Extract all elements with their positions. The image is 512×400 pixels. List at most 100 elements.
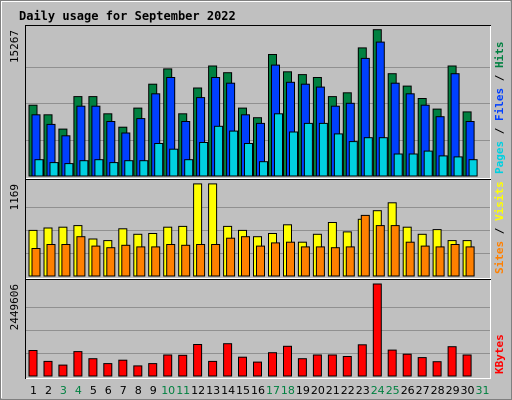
side-legend: Pages / Files / Hits [493, 42, 506, 175]
sites-bar [226, 237, 236, 277]
panel-2: 1169 Sites / Visits [8, 179, 506, 279]
x-tick-label: 15 [236, 384, 250, 397]
sites-bar [345, 246, 355, 277]
sites-bar [286, 241, 295, 277]
kbytes-bar [462, 354, 472, 377]
pages-bar [378, 137, 388, 177]
y-axis-max-label: 1169 [8, 184, 21, 211]
pages-bar [124, 160, 134, 177]
sites-bar [420, 245, 430, 277]
pages-bar [154, 143, 164, 177]
x-tick-label: 12 [191, 384, 205, 397]
kbytes-bar [118, 359, 128, 377]
sites-bar [465, 246, 475, 277]
x-tick-label: 4 [75, 384, 82, 397]
kbytes-bar [163, 354, 173, 377]
kbytes-bar [238, 356, 247, 377]
x-tick-label: 7 [120, 384, 127, 397]
x-tick-label: 31 [476, 384, 490, 397]
chart-panels: 15267 Pages / Files / Hits 1169 Sites / Vis… [8, 25, 506, 379]
x-tick-label: 8 [135, 384, 142, 397]
sites-bar [31, 248, 41, 277]
x-tick-label: 26 [401, 384, 415, 397]
x-tick-label: 14 [221, 384, 235, 397]
side-legend-item: KBytes [493, 334, 506, 374]
pages-bar [393, 153, 403, 177]
x-tick-label: 23 [356, 384, 370, 397]
kbytes-bar [357, 344, 367, 377]
pages-bar [229, 130, 239, 177]
kbytes-bar [447, 346, 457, 377]
kbytes-bar [253, 361, 262, 377]
side-legend-item: / [493, 221, 506, 241]
kbytes-bar [342, 356, 352, 377]
pages-bar [303, 122, 313, 177]
pages-bar [34, 159, 44, 177]
sites-bar [256, 245, 265, 277]
sites-bar [300, 246, 310, 277]
pages-bar [244, 143, 253, 177]
panel-3: 2449606 KBytes [8, 279, 506, 379]
sites-bar [106, 247, 116, 277]
kbytes-bar [133, 365, 143, 377]
pages-bar [214, 125, 224, 177]
panel-1: 15267 Pages / Files / Hits [8, 25, 506, 179]
x-tick-label: 11 [176, 384, 190, 397]
pages-bar [79, 160, 89, 177]
kbytes-bar [193, 344, 203, 377]
sites-bar [435, 246, 445, 277]
y-axis-max-label: 2449606 [8, 284, 21, 330]
pages-bar [199, 142, 209, 177]
pages-bar [318, 122, 328, 177]
x-axis-labels: 1 2 3 4 5 6 7 8 9 10 11 12 13 14 15 16 17 18 19 20 21 22 23 24 2… [30, 384, 490, 397]
kbytes-bar [43, 360, 53, 377]
pages-bar [139, 160, 149, 177]
kbytes-bar [73, 351, 83, 377]
kbytes-bar [297, 358, 307, 377]
pages-bar [109, 162, 119, 177]
sites-bar [330, 247, 340, 277]
kbytes-bar [402, 353, 412, 377]
sites-bar [61, 244, 71, 277]
sites-bar [315, 246, 325, 277]
sites-bar [151, 246, 161, 277]
x-tick-label: 1 [30, 384, 37, 397]
pages-bar [363, 137, 373, 177]
x-tick-label: 22 [341, 384, 355, 397]
pages-bar [289, 131, 298, 177]
kbytes-bar [372, 283, 382, 377]
x-tick-label: 5 [90, 384, 97, 397]
side-legend-item: Pages [493, 141, 506, 174]
x-tick-label: 25 [386, 384, 400, 397]
pages-bar [453, 156, 463, 177]
pages-bar [274, 113, 283, 177]
sites-bar [375, 225, 385, 277]
x-tick-label: 10 [161, 384, 175, 397]
x-tick-label: 18 [281, 384, 295, 397]
x-tick-label: 24 [371, 384, 385, 397]
x-tick-label: 3 [60, 384, 67, 397]
kbytes-bar [208, 360, 218, 377]
kbytes-bar [268, 352, 277, 377]
sites-bar [166, 244, 176, 277]
sites-bar [196, 244, 206, 277]
kbytes-bar [58, 364, 68, 377]
pages-bar [169, 148, 179, 177]
kbytes-bar [432, 361, 442, 377]
pages-bar [423, 150, 433, 177]
x-tick-label: 21 [326, 384, 340, 397]
kbytes-bar [417, 357, 427, 377]
x-tick-label: 6 [105, 384, 112, 397]
pages-bar [348, 141, 358, 177]
sites-bar [450, 244, 460, 277]
sites-bar [241, 236, 250, 277]
kbytes-bar [283, 345, 292, 377]
pages-bar [408, 153, 418, 177]
side-legend-item: Sites [493, 241, 506, 274]
kbytes-bar [387, 349, 397, 377]
kbytes-bar [103, 363, 113, 377]
x-tick-label: 13 [206, 384, 220, 397]
side-legend-item: Hits [493, 42, 506, 69]
x-tick-label: 20 [311, 384, 325, 397]
sites-bar [405, 241, 415, 277]
